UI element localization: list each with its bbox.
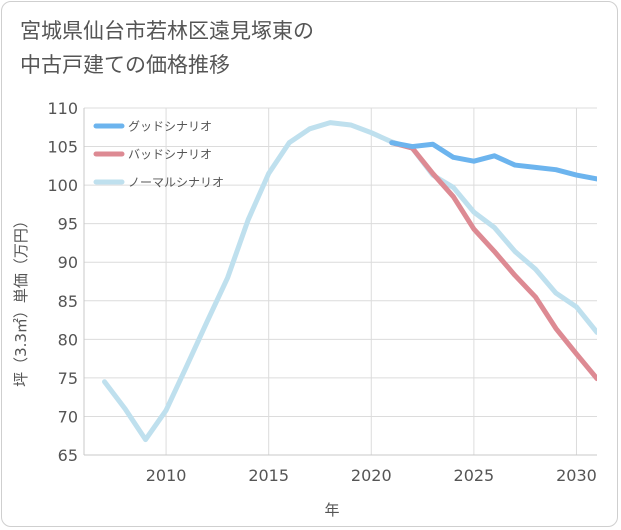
x-tick-label: 2030 xyxy=(556,466,597,485)
grid xyxy=(83,107,597,456)
y-tick-label: 70 xyxy=(58,407,78,426)
y-tick-label: 75 xyxy=(58,369,78,388)
legend-label-2: ノーマルシナリオ xyxy=(128,176,224,190)
x-tick-labels: 2010 2015 2020 2025 2030 xyxy=(146,466,597,485)
x-axis-title: 年 xyxy=(324,501,339,519)
chart-title: 宮城県仙台市若林区遠見塚東の 中古戸建ての価格推移 xyxy=(20,14,440,82)
y-tick-label: 85 xyxy=(58,292,78,311)
y-axis-title: 坪（3.3㎡）単価（万円） xyxy=(12,213,30,387)
y-tick-label: 105 xyxy=(47,138,78,157)
series-line-0 xyxy=(389,140,597,182)
series-line-2 xyxy=(102,120,597,443)
x-tick-label: 2015 xyxy=(248,466,289,485)
legend-label-1: バッドシナリオ xyxy=(128,148,212,162)
chart-title-line-2: 中古戸建ての価格推移 xyxy=(20,53,230,77)
y-tick-label: 65 xyxy=(58,446,78,465)
x-tick-label: 2010 xyxy=(146,466,187,485)
legend-label-0: グッドシナリオ xyxy=(128,120,212,134)
x-tick-label: 2025 xyxy=(454,466,495,485)
y-tick-label: 100 xyxy=(47,176,78,195)
y-tick-label: 80 xyxy=(58,330,78,349)
series-line-1 xyxy=(389,140,597,382)
x-tick-label: 2020 xyxy=(351,466,392,485)
y-tick-label: 95 xyxy=(58,215,78,234)
y-tick-labels: 65 70 75 80 85 90 95 100 105 110 xyxy=(47,99,78,465)
series-lines xyxy=(102,120,597,443)
y-tick-label: 90 xyxy=(58,253,78,272)
chart-title-line-1: 宮城県仙台市若林区遠見塚東の xyxy=(20,19,314,43)
y-tick-label: 110 xyxy=(47,99,78,118)
